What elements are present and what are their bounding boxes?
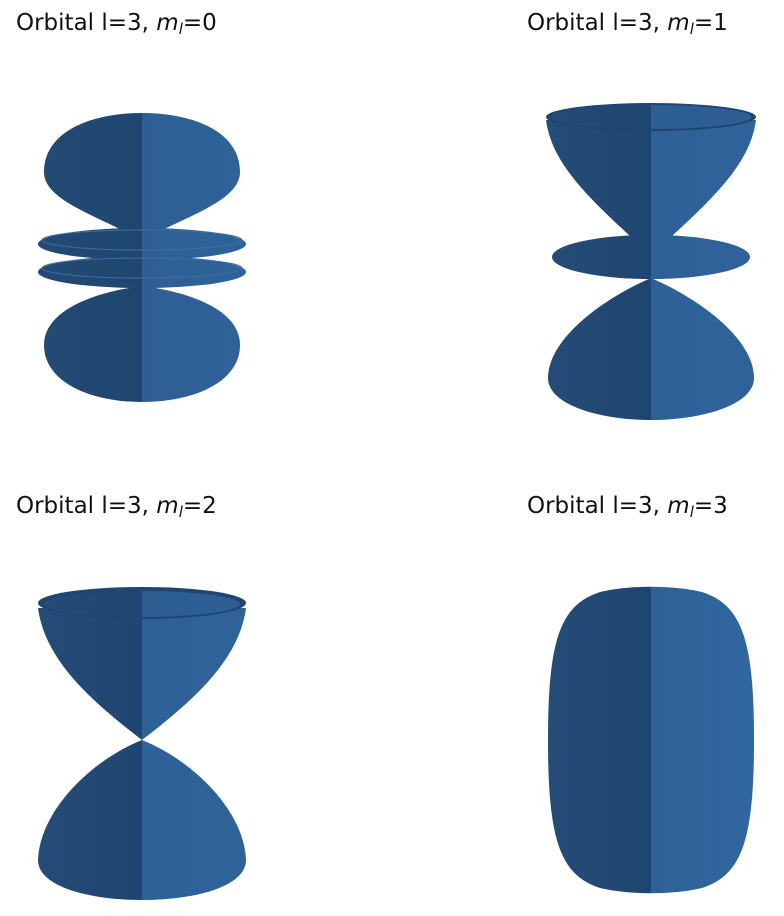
top-cone bbox=[546, 120, 756, 255]
title-m: m bbox=[667, 493, 690, 519]
lower-disc bbox=[38, 256, 246, 288]
title-prefix: Orbital l=3, bbox=[16, 493, 157, 519]
title-prefix: Orbital l=3, bbox=[16, 10, 157, 36]
title-m: m bbox=[156, 493, 179, 519]
bottom-bell bbox=[38, 740, 246, 900]
bottom-bell bbox=[548, 278, 754, 420]
title-sub: l bbox=[178, 20, 183, 38]
title-sub: l bbox=[689, 20, 694, 38]
panel-title: Orbital l=3, ml=2 bbox=[16, 493, 217, 521]
title-m: m bbox=[156, 10, 179, 36]
panel-title: Orbital l=3, ml=0 bbox=[16, 10, 217, 38]
bottom-lobe bbox=[44, 286, 240, 402]
lower-disc-rim bbox=[41, 257, 243, 279]
top-cone-opening-inner bbox=[44, 591, 240, 617]
middle-disc bbox=[552, 235, 750, 279]
barrel-body bbox=[548, 586, 754, 894]
title-sub: l bbox=[178, 503, 183, 521]
panel-title: Orbital l=3, ml=3 bbox=[527, 493, 728, 521]
title-eq: =2 bbox=[182, 493, 217, 519]
title-m: m bbox=[667, 10, 690, 36]
top-cone bbox=[38, 608, 246, 740]
panel-title: Orbital l=3, ml=1 bbox=[527, 10, 728, 38]
title-eq: =0 bbox=[182, 10, 217, 36]
title-sub: l bbox=[689, 503, 694, 521]
title-prefix: Orbital l=3, bbox=[527, 493, 668, 519]
top-cone-opening-inner bbox=[551, 105, 751, 129]
title-eq: =1 bbox=[693, 10, 728, 36]
title-eq: =3 bbox=[693, 493, 728, 519]
upper-disc-rim bbox=[41, 229, 243, 251]
upper-disc bbox=[38, 228, 246, 260]
top-lobe bbox=[44, 113, 240, 240]
title-prefix: Orbital l=3, bbox=[527, 10, 668, 36]
